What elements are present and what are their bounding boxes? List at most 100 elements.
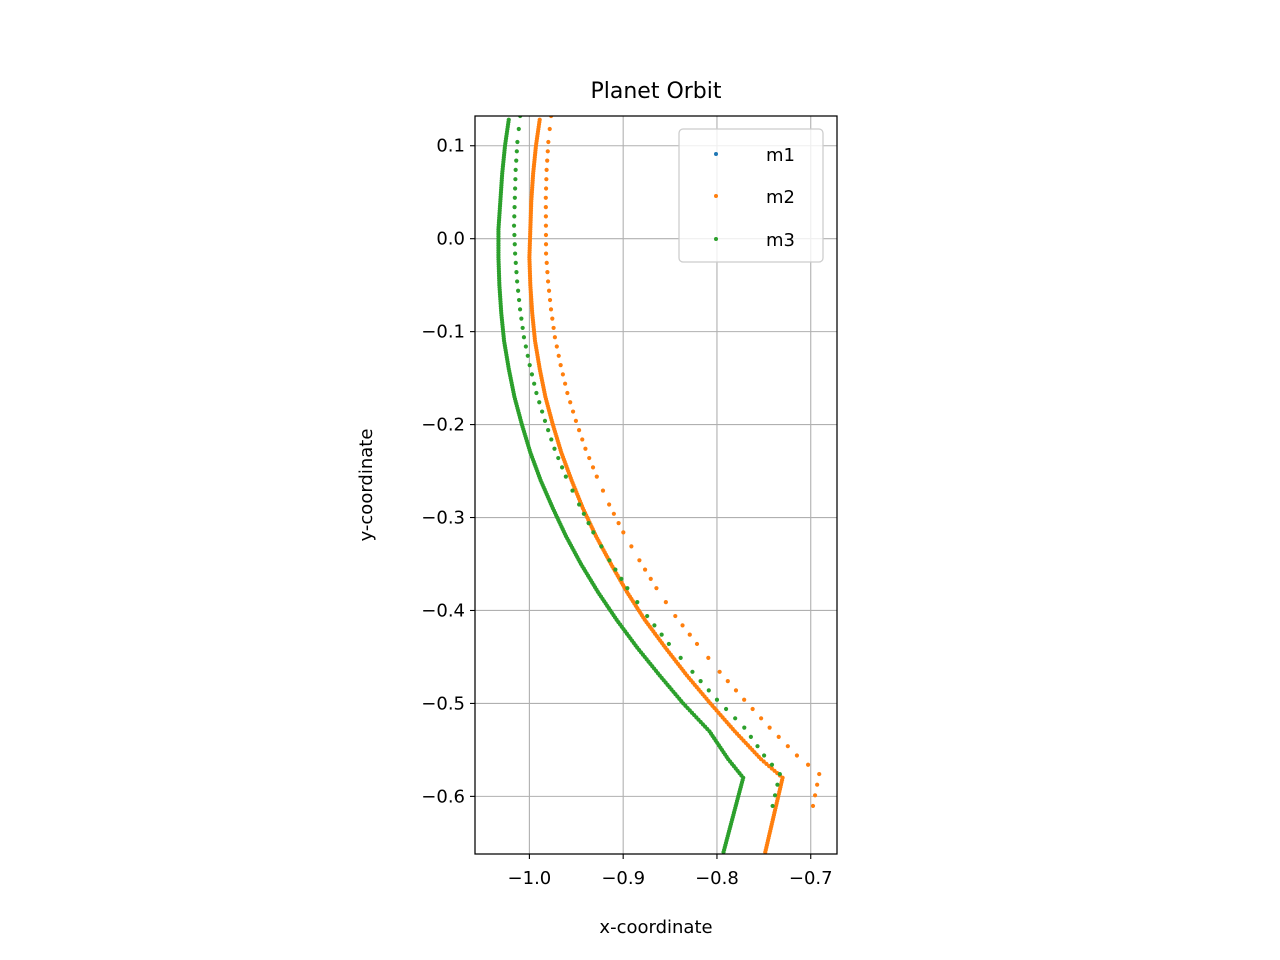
point-m2: [563, 381, 568, 386]
point-m2: [543, 223, 549, 228]
legend-label-m2: m2: [766, 187, 795, 208]
point-m2: [568, 400, 573, 405]
y-tick-label: −0.4: [421, 600, 465, 621]
point-m3: [521, 335, 527, 340]
point-m2: [587, 455, 592, 461]
point-m3: [698, 679, 703, 684]
point-m2: [543, 195, 548, 200]
point-m3: [529, 372, 535, 377]
point-m2: [785, 744, 790, 749]
point-m2: [543, 251, 549, 256]
point-m2: [812, 793, 818, 798]
point-m2: [810, 803, 816, 809]
legend-marker-m1: [714, 152, 718, 156]
y-tick-label: −0.2: [421, 415, 465, 436]
point-m3: [559, 465, 565, 470]
x-tick-label: −1.0: [508, 868, 552, 889]
point-m2: [583, 446, 588, 451]
point-m3: [706, 688, 711, 693]
y-tick-label: −0.1: [421, 322, 465, 343]
point-m3: [527, 363, 532, 368]
point-m3: [515, 139, 520, 145]
point-m2: [546, 139, 551, 145]
point-m2: [706, 655, 711, 660]
point-m3: [546, 428, 551, 433]
axes-frame: [474, 115, 838, 855]
point-m2: [607, 502, 612, 507]
point-m3: [777, 771, 782, 777]
y-tick-label: −0.5: [421, 693, 465, 714]
point-m3: [511, 223, 517, 228]
point-m2: [545, 270, 550, 275]
point-m3: [723, 706, 729, 712]
point-m3: [775, 782, 780, 787]
point-m3: [534, 390, 539, 396]
point-m2: [547, 126, 552, 132]
point-m3: [772, 793, 778, 798]
legend-label-m3: m3: [766, 230, 795, 251]
point-m2: [725, 679, 730, 684]
point-m2: [573, 418, 579, 423]
point-m2: [550, 316, 555, 321]
point-m2: [560, 372, 565, 377]
point-m2: [546, 288, 552, 293]
point-m2: [616, 521, 621, 526]
point-m2: [794, 753, 800, 758]
point-m3: [769, 762, 775, 767]
point-m2: [637, 558, 642, 563]
point-m3: [690, 669, 695, 674]
series-m3: [496, 116, 782, 854]
point-m2: [570, 409, 576, 414]
x-tick-label: −0.9: [601, 868, 645, 889]
point-m2: [694, 641, 700, 647]
point-m2: [552, 335, 557, 340]
y-tick-label: 0.0: [436, 229, 465, 250]
point-m3: [770, 803, 775, 809]
legend-box: [678, 128, 824, 263]
y-tick-label: 0.1: [436, 136, 465, 157]
point-m3: [748, 734, 753, 739]
point-m3: [625, 586, 630, 591]
point-m2: [543, 204, 548, 210]
point-m3: [652, 623, 657, 628]
point-m2: [654, 586, 659, 591]
y-tick-label: −0.6: [421, 786, 465, 807]
point-m2: [759, 716, 764, 721]
point-m2: [545, 279, 551, 284]
point-m3: [513, 251, 518, 256]
point-m3: [742, 725, 747, 730]
point-m3: [599, 544, 604, 549]
series-m2: [527, 116, 822, 854]
point-m3: [513, 177, 518, 182]
point-m2: [805, 762, 811, 767]
point-m3: [512, 232, 517, 238]
point-m2: [600, 488, 606, 493]
point-m2: [621, 530, 626, 535]
point-m3: [516, 288, 521, 293]
point-m3: [512, 242, 517, 247]
point-m3: [515, 279, 520, 284]
point-m3: [540, 409, 545, 414]
point-m3: [542, 418, 548, 423]
point-m3: [523, 344, 528, 349]
point-m3: [678, 655, 683, 660]
point-m3: [619, 576, 624, 581]
point-m2: [565, 390, 570, 396]
point-m3: [512, 204, 517, 210]
legend: m1 m2 m3: [678, 128, 824, 263]
point-m2: [776, 734, 781, 739]
point-m3: [514, 158, 519, 163]
point-m3: [645, 613, 650, 619]
point-m2: [594, 474, 599, 479]
point-m2: [642, 567, 648, 572]
point-m3: [537, 400, 542, 405]
legend-marker-m2: [714, 194, 718, 198]
point-m2: [629, 544, 634, 549]
point-m2: [673, 613, 678, 619]
point-m2: [543, 232, 549, 238]
point-m3: [517, 307, 523, 312]
point-m2: [548, 307, 554, 312]
point-m3: [666, 641, 671, 647]
